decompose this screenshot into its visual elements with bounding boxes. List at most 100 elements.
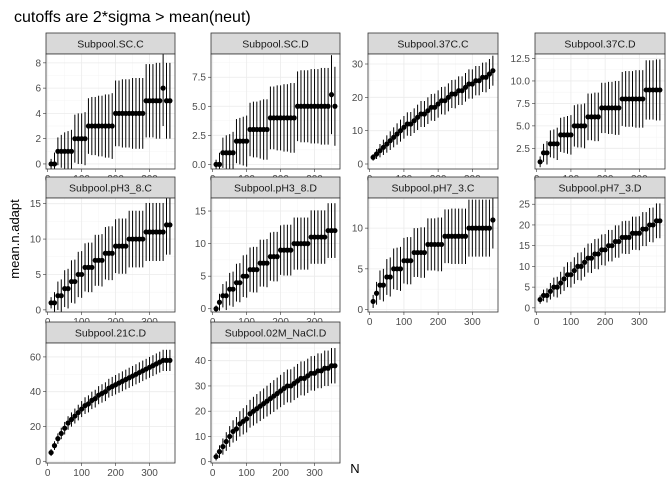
y-tick-label: 15 bbox=[519, 241, 531, 252]
data-point bbox=[435, 101, 441, 107]
data-point bbox=[244, 416, 250, 422]
data-point bbox=[588, 255, 595, 261]
x-tick-label: 200 bbox=[597, 317, 614, 328]
data-point bbox=[636, 230, 642, 236]
data-marks bbox=[370, 55, 496, 161]
data-point bbox=[305, 241, 311, 247]
data-marks bbox=[213, 348, 338, 461]
data-point bbox=[657, 218, 663, 224]
data-point bbox=[387, 274, 393, 280]
x-tick-label: 0 bbox=[534, 317, 540, 328]
data-point bbox=[332, 363, 338, 369]
data-point bbox=[595, 251, 601, 257]
data-point bbox=[140, 110, 146, 116]
y-tick-label: 0 bbox=[35, 457, 41, 468]
data-point bbox=[616, 105, 622, 111]
facet-panel-subpool-ph3-8-c: Subpool.pH3_8.C0100200300051015 bbox=[30, 176, 176, 328]
panel-border bbox=[45, 53, 176, 170]
y-tick-label: 30 bbox=[352, 60, 364, 71]
data-point bbox=[568, 132, 574, 138]
data-point bbox=[75, 409, 81, 416]
data-point bbox=[462, 84, 469, 90]
x-tick-label: 100 bbox=[238, 468, 255, 479]
data-point bbox=[401, 124, 407, 130]
facet-strip-label: Subpool.SC.D bbox=[242, 39, 309, 51]
x-tick-label: 200 bbox=[107, 468, 124, 479]
data-point bbox=[568, 272, 574, 278]
data-point bbox=[483, 74, 489, 80]
x-tick-label: 100 bbox=[73, 468, 90, 479]
data-point bbox=[445, 94, 451, 100]
x-axis-title: N bbox=[350, 461, 359, 476]
panel-border bbox=[210, 342, 341, 464]
data-point bbox=[328, 92, 335, 98]
data-point bbox=[51, 161, 58, 167]
data-point bbox=[82, 136, 88, 142]
data-point bbox=[377, 148, 383, 154]
y-tick-label: 0 bbox=[35, 159, 41, 170]
data-point bbox=[626, 234, 632, 240]
data-point bbox=[325, 103, 331, 109]
data-point bbox=[411, 118, 417, 124]
data-point bbox=[223, 438, 229, 445]
data-point bbox=[230, 150, 236, 156]
facet-strip-label: Subpool.pH3_8.C bbox=[69, 183, 152, 195]
data-point bbox=[442, 98, 448, 104]
y-tick-label: 5 bbox=[357, 264, 363, 275]
x-tick-label: 300 bbox=[141, 468, 158, 479]
y-tick-label: 15 bbox=[195, 207, 207, 218]
data-point bbox=[288, 247, 294, 253]
x-tick-label: 200 bbox=[272, 468, 289, 479]
data-point bbox=[68, 148, 75, 154]
data-point bbox=[332, 227, 338, 234]
data-point bbox=[160, 85, 166, 91]
data-point bbox=[544, 150, 550, 156]
data-point bbox=[65, 286, 71, 292]
data-point bbox=[65, 420, 71, 426]
data-point bbox=[92, 396, 98, 402]
data-point bbox=[438, 241, 445, 248]
data-point bbox=[384, 141, 390, 147]
data-point bbox=[544, 292, 550, 299]
y-tick-label: 2.5 bbox=[516, 144, 530, 155]
data-marks bbox=[213, 203, 338, 312]
x-tick-label: 0 bbox=[367, 317, 373, 328]
data-point bbox=[582, 259, 588, 265]
data-point bbox=[432, 104, 438, 110]
data-point bbox=[140, 236, 146, 242]
facet-panel-subpool-21c-d: Subpool.21C.D 0 100 200 300 0 20 40 60 bbox=[30, 321, 176, 479]
y-tick-label: 60 bbox=[30, 352, 42, 363]
data-point bbox=[233, 426, 240, 432]
data-point bbox=[602, 247, 608, 253]
data-point bbox=[391, 134, 397, 140]
data-marks bbox=[48, 198, 173, 312]
y-tick-label: 7.5 bbox=[516, 99, 530, 110]
data-point bbox=[123, 243, 129, 249]
data-point bbox=[561, 276, 567, 282]
data-point bbox=[213, 306, 219, 312]
facet-panel-subpool-02m-nacl-d: Subpool.02M_NaCl.D 0 100 200 300 0 10 20 30 40 bbox=[195, 321, 341, 479]
y-tick-label: 2 bbox=[35, 134, 41, 145]
data-point bbox=[394, 131, 400, 137]
data-point bbox=[79, 406, 85, 412]
data-point bbox=[408, 121, 414, 127]
data-point bbox=[387, 138, 393, 144]
plot-background bbox=[211, 343, 340, 463]
data-point bbox=[486, 71, 493, 77]
y-tick-label: 0 bbox=[35, 305, 41, 316]
y-tick-label: 5 bbox=[35, 270, 41, 281]
data-point bbox=[51, 300, 58, 306]
y-tick-label: 10 bbox=[352, 224, 364, 235]
panel-border bbox=[45, 342, 176, 464]
facet-strip-label: Subpool.02M_NaCl.D bbox=[225, 328, 327, 340]
data-point bbox=[216, 449, 223, 455]
y-tick-label: 10 bbox=[195, 432, 207, 443]
y-axis-title: mean.n.adapt bbox=[7, 199, 22, 279]
y-tick-label: 25 bbox=[519, 200, 531, 211]
data-point bbox=[109, 250, 115, 256]
plot-background bbox=[46, 343, 175, 463]
y-tick-label: 0 bbox=[200, 457, 206, 468]
panel-border bbox=[45, 197, 176, 313]
data-point bbox=[595, 114, 601, 120]
